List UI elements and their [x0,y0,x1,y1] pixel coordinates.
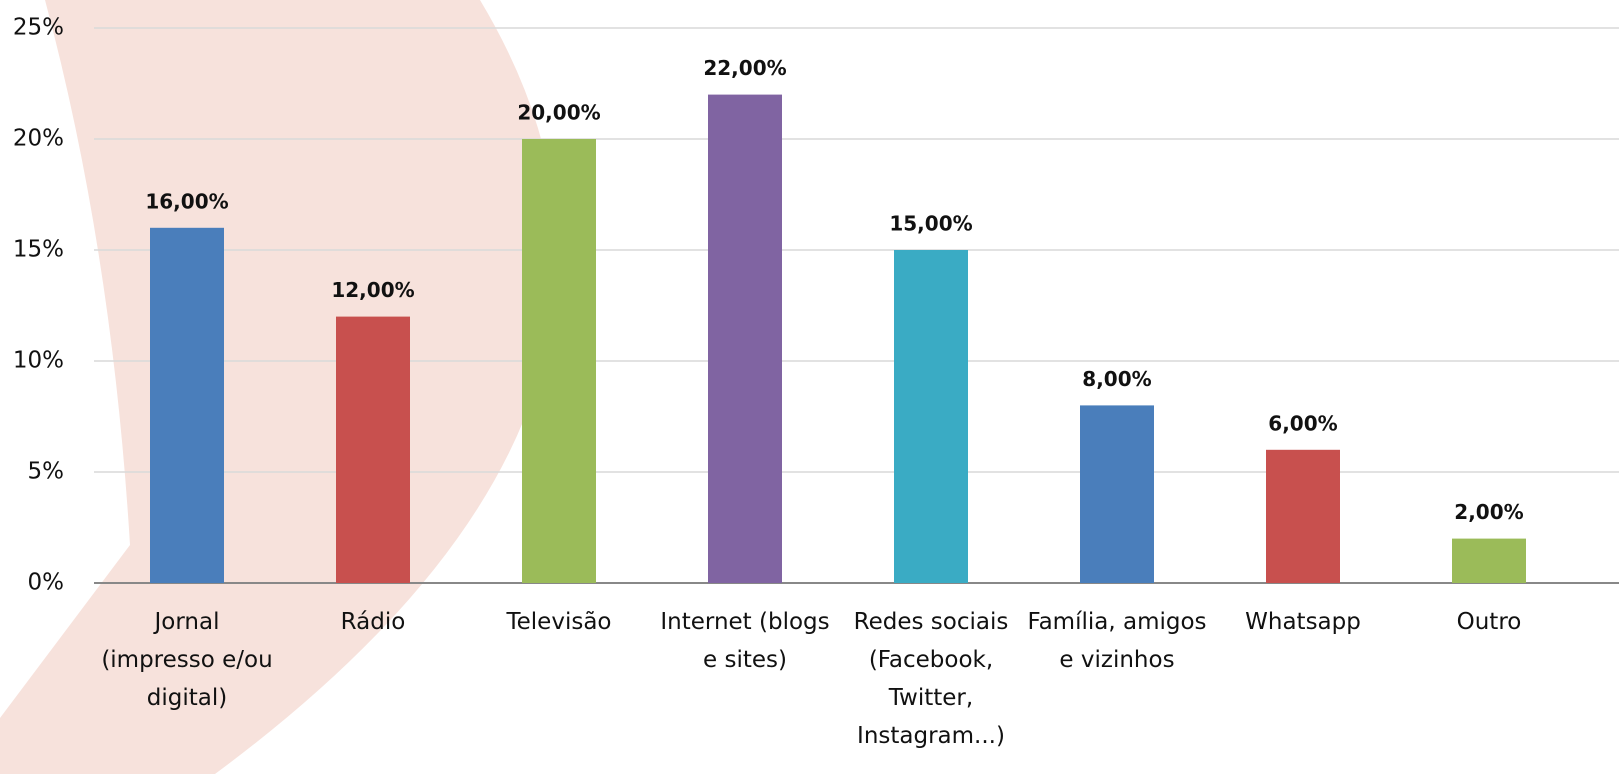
y-tick-label: 15% [13,237,64,263]
bar [708,94,782,583]
bar [522,139,596,583]
x-tick-label: Rádio [340,609,406,635]
value-label: 8,00% [1082,367,1151,391]
value-label: 2,00% [1454,500,1523,524]
value-label: 6,00% [1268,411,1337,435]
x-tick-label: Televisão [506,609,612,635]
x-tick-label: Outro [1456,609,1522,635]
y-tick-label: 10% [13,348,64,374]
x-tick-label: Redes sociais (Facebook, Twitter, Instag… [853,609,1009,749]
x-tick-label: Jornal (impresso e/ou digital) [101,609,273,711]
value-label: 12,00% [331,278,414,302]
y-tick-label: 0% [28,570,65,596]
y-tick-label: 25% [13,15,64,41]
value-label: 20,00% [517,101,600,125]
bar [894,250,968,583]
value-label: 16,00% [145,189,228,213]
bar [1080,405,1154,583]
bar [1452,538,1526,583]
x-tick-label: Whatsapp [1245,609,1361,635]
bar [336,316,410,583]
value-label: 15,00% [889,212,972,236]
y-tick-label: 5% [28,459,65,485]
x-tick-label: Internet (blogs e sites) [660,609,830,673]
background-decoration [0,0,558,774]
bar [150,227,224,584]
value-label: 22,00% [703,56,786,80]
bar [1266,449,1340,583]
y-tick-label: 20% [13,126,64,152]
x-tick-label: Família, amigos e vizinhos [1027,609,1207,673]
